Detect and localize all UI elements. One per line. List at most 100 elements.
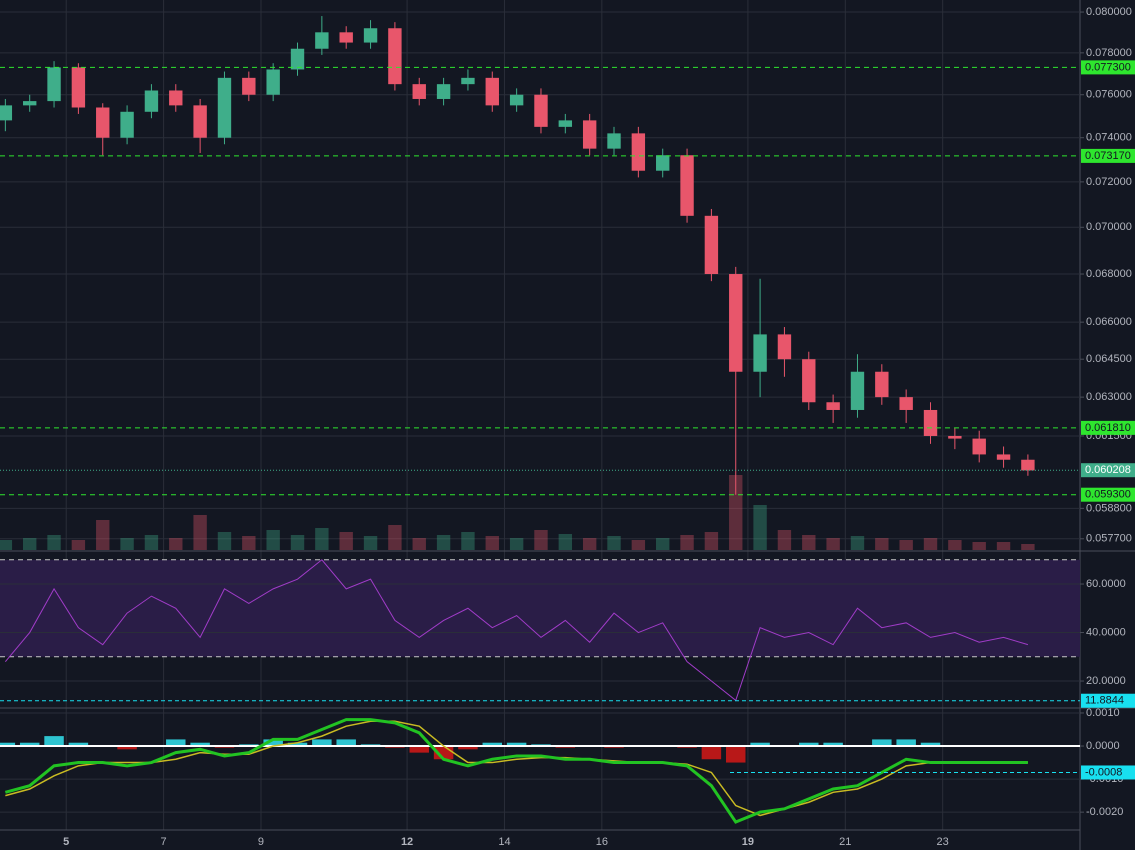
volume-bar [461, 532, 475, 550]
y-tick-label: 0.057700 [1086, 533, 1132, 545]
price-badge-label: 0.061810 [1085, 422, 1131, 434]
candle-body [899, 397, 913, 410]
histogram-bar [823, 742, 843, 747]
rsi-band [0, 559, 1080, 657]
histogram-bar [920, 742, 941, 747]
candle-body [436, 84, 451, 99]
volume-bar [582, 538, 597, 550]
macd-line [4, 718, 1028, 824]
price-badge-label: 0.060208 [1085, 464, 1131, 476]
histogram-bar [312, 739, 332, 747]
histogram-bar [872, 739, 892, 747]
candle-body [71, 67, 86, 108]
volume-bar [485, 536, 499, 550]
candle-body [826, 402, 840, 410]
volume-bar [23, 538, 37, 550]
y-tick-label: 0.058800 [1086, 502, 1132, 514]
y-tick-label: 0.078000 [1086, 47, 1132, 59]
candle-body [388, 28, 402, 85]
histogram-bar [896, 739, 916, 747]
x-tick-label: 9 [258, 836, 264, 848]
price-badge [1081, 60, 1135, 75]
y-tick-label: 0.0000 [1086, 740, 1120, 752]
histogram-bar [458, 746, 478, 750]
candle-body [1021, 459, 1035, 471]
volume-bar [899, 540, 913, 550]
volume-bar [802, 535, 816, 550]
volume-bar [850, 536, 865, 550]
y-tick-label: 0.066000 [1086, 316, 1132, 328]
x-tick-label: 23 [937, 836, 949, 848]
candle-body [412, 84, 426, 99]
x-tick-label: 21 [839, 836, 851, 848]
y-tick-label: 0.070000 [1086, 221, 1132, 233]
histogram-bar [336, 739, 356, 747]
candle-body [729, 274, 743, 372]
price-badge-label: 0.059300 [1085, 489, 1131, 501]
x-tick-label: 5 [63, 836, 69, 848]
x-tick-label: 16 [596, 836, 608, 848]
y-tick-label: 0.074000 [1086, 132, 1132, 144]
volume-bar [948, 540, 962, 550]
candle-body [558, 120, 573, 127]
y-tick-label: 40.0000 [1086, 626, 1126, 638]
candle-body [193, 105, 207, 138]
volume-bar [217, 532, 232, 550]
candle-body [777, 334, 792, 360]
volume-bar [388, 525, 402, 550]
histogram-bar [750, 742, 770, 747]
volume-bar [972, 542, 986, 550]
candle-body [656, 155, 670, 171]
candle-body [290, 48, 305, 70]
volume-bar [777, 530, 792, 550]
candle-body [607, 133, 621, 149]
volume-bar [753, 505, 767, 550]
volume-bar [509, 538, 524, 550]
histogram-bar [117, 746, 137, 750]
y-tick-label: 0.072000 [1086, 176, 1132, 188]
candle-body [339, 32, 353, 43]
volume-bar [71, 540, 86, 550]
volume-bar [923, 538, 938, 550]
histogram-bar [44, 736, 64, 747]
histogram-bar [409, 746, 429, 753]
volume-bar [704, 532, 719, 550]
histogram-bar [263, 739, 283, 747]
volume-bar [315, 528, 329, 550]
volume-bar [242, 536, 256, 550]
y-tick-label: 0.064500 [1086, 353, 1132, 365]
candle-body [631, 133, 646, 171]
volume-bar [631, 540, 646, 550]
histogram-bar [726, 746, 746, 763]
candle-body [169, 90, 183, 106]
signal-line [5, 720, 1028, 817]
volume-bar [656, 538, 670, 550]
price-badge-label: -0.0008 [1085, 766, 1122, 778]
volume-bar [1021, 544, 1035, 550]
candle-body [0, 105, 13, 121]
volume-bar [0, 540, 13, 550]
candle-body [972, 438, 986, 455]
volume-bar [436, 535, 451, 550]
candle-body [315, 32, 329, 49]
price-badge [1081, 765, 1135, 780]
candle-body [948, 435, 962, 439]
histogram-bar [0, 742, 16, 747]
y-tick-label: 60.0000 [1086, 578, 1126, 590]
candle-body [217, 77, 232, 138]
rsi-line [4, 559, 1029, 702]
volume-bar [996, 542, 1011, 550]
histogram-bar [506, 742, 527, 747]
candle-body [534, 94, 548, 127]
volume-bar [826, 538, 840, 550]
price-badge-label: 0.073170 [1085, 150, 1131, 162]
y-tick-label: 0.063000 [1086, 391, 1132, 403]
y-tick-label: 0.076000 [1086, 89, 1132, 101]
price-badge-label: 0.077300 [1085, 61, 1131, 73]
volume-bar [875, 538, 889, 550]
price-badge [1081, 148, 1135, 163]
y-tick-label: 20.0000 [1086, 675, 1126, 687]
histogram-bar [482, 742, 503, 747]
